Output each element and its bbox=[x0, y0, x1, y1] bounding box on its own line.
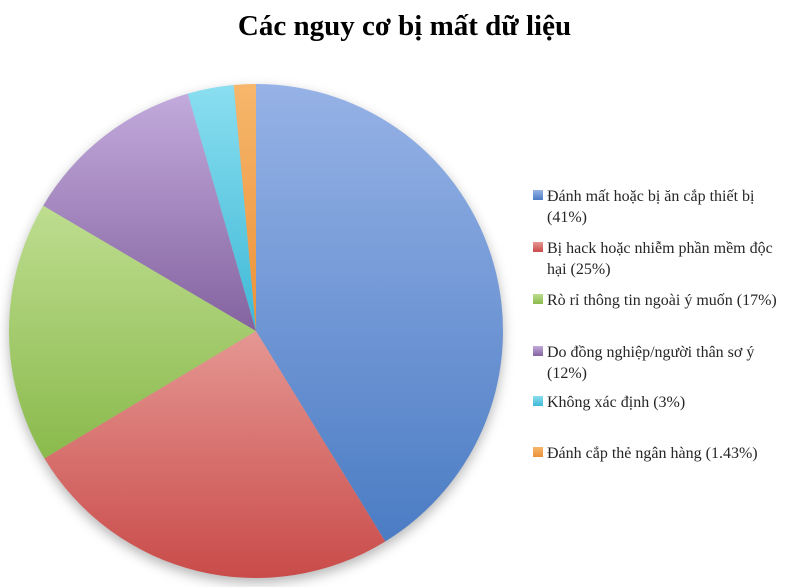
legend-label: Bị hack hoặc nhiễm phần mềm độc hại (25%) bbox=[547, 238, 801, 280]
legend-label: Rò rỉ thông tin ngoài ý muốn (17%) bbox=[547, 290, 801, 311]
pie-slice-purple bbox=[43, 93, 257, 332]
legend-label-line: Đánh mất hoặc bị ăn cắp thiết bị bbox=[547, 188, 755, 205]
legend-label: Không xác định (3%) bbox=[547, 392, 801, 413]
legend-item-red: Bị hack hoặc nhiễm phần mềm độc hại (25%) bbox=[533, 238, 801, 280]
legend-marker-icon bbox=[533, 242, 543, 252]
pie-slice-cyan bbox=[187, 85, 256, 331]
legend-label-line: (12%) bbox=[547, 365, 587, 382]
legend-label: Do đồng nghiệp/người thân sơ ý (12%) bbox=[547, 342, 801, 384]
legend-marker-icon bbox=[533, 190, 543, 200]
legend-marker-icon bbox=[533, 447, 543, 457]
legend-label: Đánh mất hoặc bị ăn cắp thiết bị (41%) bbox=[547, 186, 801, 228]
legend-label-line: Không xác định (3%) bbox=[547, 394, 686, 411]
pie-slice-blue bbox=[256, 84, 504, 542]
chart-title: Các nguy cơ bị mất dữ liệu bbox=[237, 10, 572, 42]
legend-marker-icon bbox=[533, 294, 543, 304]
legend-item-green: Rò rỉ thông tin ngoài ý muốn (17%) bbox=[533, 290, 801, 311]
legend-label-line: Do đồng nghiệp/người thân sơ ý bbox=[547, 344, 755, 361]
legend-label-line: Đánh cắp thẻ ngân hàng (1.43%) bbox=[547, 445, 758, 462]
legend-item-orange: Đánh cắp thẻ ngân hàng (1.43%) bbox=[533, 443, 801, 464]
legend-marker-icon bbox=[533, 396, 543, 406]
legend-label-line: Bị hack hoặc nhiễm phần mềm độc bbox=[547, 240, 773, 257]
legend-item-cyan: Không xác định (3%) bbox=[533, 392, 801, 413]
legend-marker-icon bbox=[533, 346, 543, 356]
legend-item-blue: Đánh mất hoặc bị ăn cắp thiết bị (41%) bbox=[533, 186, 801, 228]
legend-label: Đánh cắp thẻ ngân hàng (1.43%) bbox=[547, 443, 801, 464]
legend-label-line: (41%) bbox=[547, 209, 587, 226]
pie-slice-orange bbox=[233, 84, 256, 331]
legend-label-line: Rò rỉ thông tin ngoài ý muốn (17%) bbox=[547, 292, 777, 309]
pie-chart bbox=[9, 84, 504, 579]
pie-slice-red bbox=[44, 331, 386, 579]
pie-slice-green bbox=[9, 205, 256, 459]
legend-item-purple: Do đồng nghiệp/người thân sơ ý (12%) bbox=[533, 342, 801, 384]
legend-label-line: hại (25%) bbox=[547, 261, 611, 278]
